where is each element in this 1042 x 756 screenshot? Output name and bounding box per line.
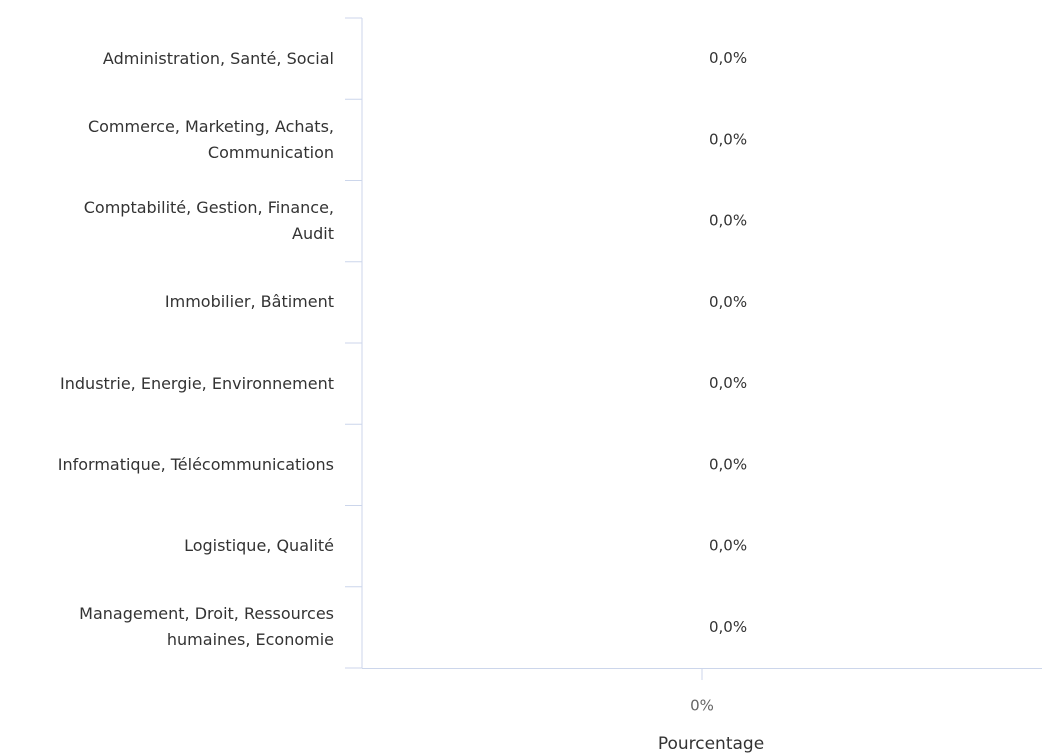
y-tick-label: Administration, Santé, Social: [102, 48, 334, 68]
y-tick-label: Commerce, Marketing, Achats, Communicati…: [87, 116, 334, 162]
y-tick-label: Industrie, Energie, Environnement: [60, 373, 334, 393]
value-label: 0,0%: [709, 212, 747, 230]
y-tick-label: Logistique, Qualité: [184, 536, 334, 556]
value-label: 0,0%: [709, 618, 747, 636]
x-axis-title: Pourcentage: [658, 734, 764, 754]
x-tick-label: 0%: [690, 697, 714, 715]
y-tick-label: Management, Droit, Ressources humaines, …: [79, 604, 334, 650]
value-label: 0,0%: [709, 293, 747, 311]
value-label: 0,0%: [709, 455, 747, 473]
value-label: 0,0%: [709, 537, 747, 555]
value-label: 0,0%: [709, 49, 747, 67]
value-label: 0,0%: [709, 374, 747, 392]
y-tick-label: Informatique, Télécommunications: [57, 454, 334, 474]
value-label: 0,0%: [709, 130, 747, 148]
y-tick-label: Immobilier, Bâtiment: [164, 292, 334, 312]
y-tick-label: Comptabilité, Gestion, Finance, Audit: [83, 198, 334, 244]
